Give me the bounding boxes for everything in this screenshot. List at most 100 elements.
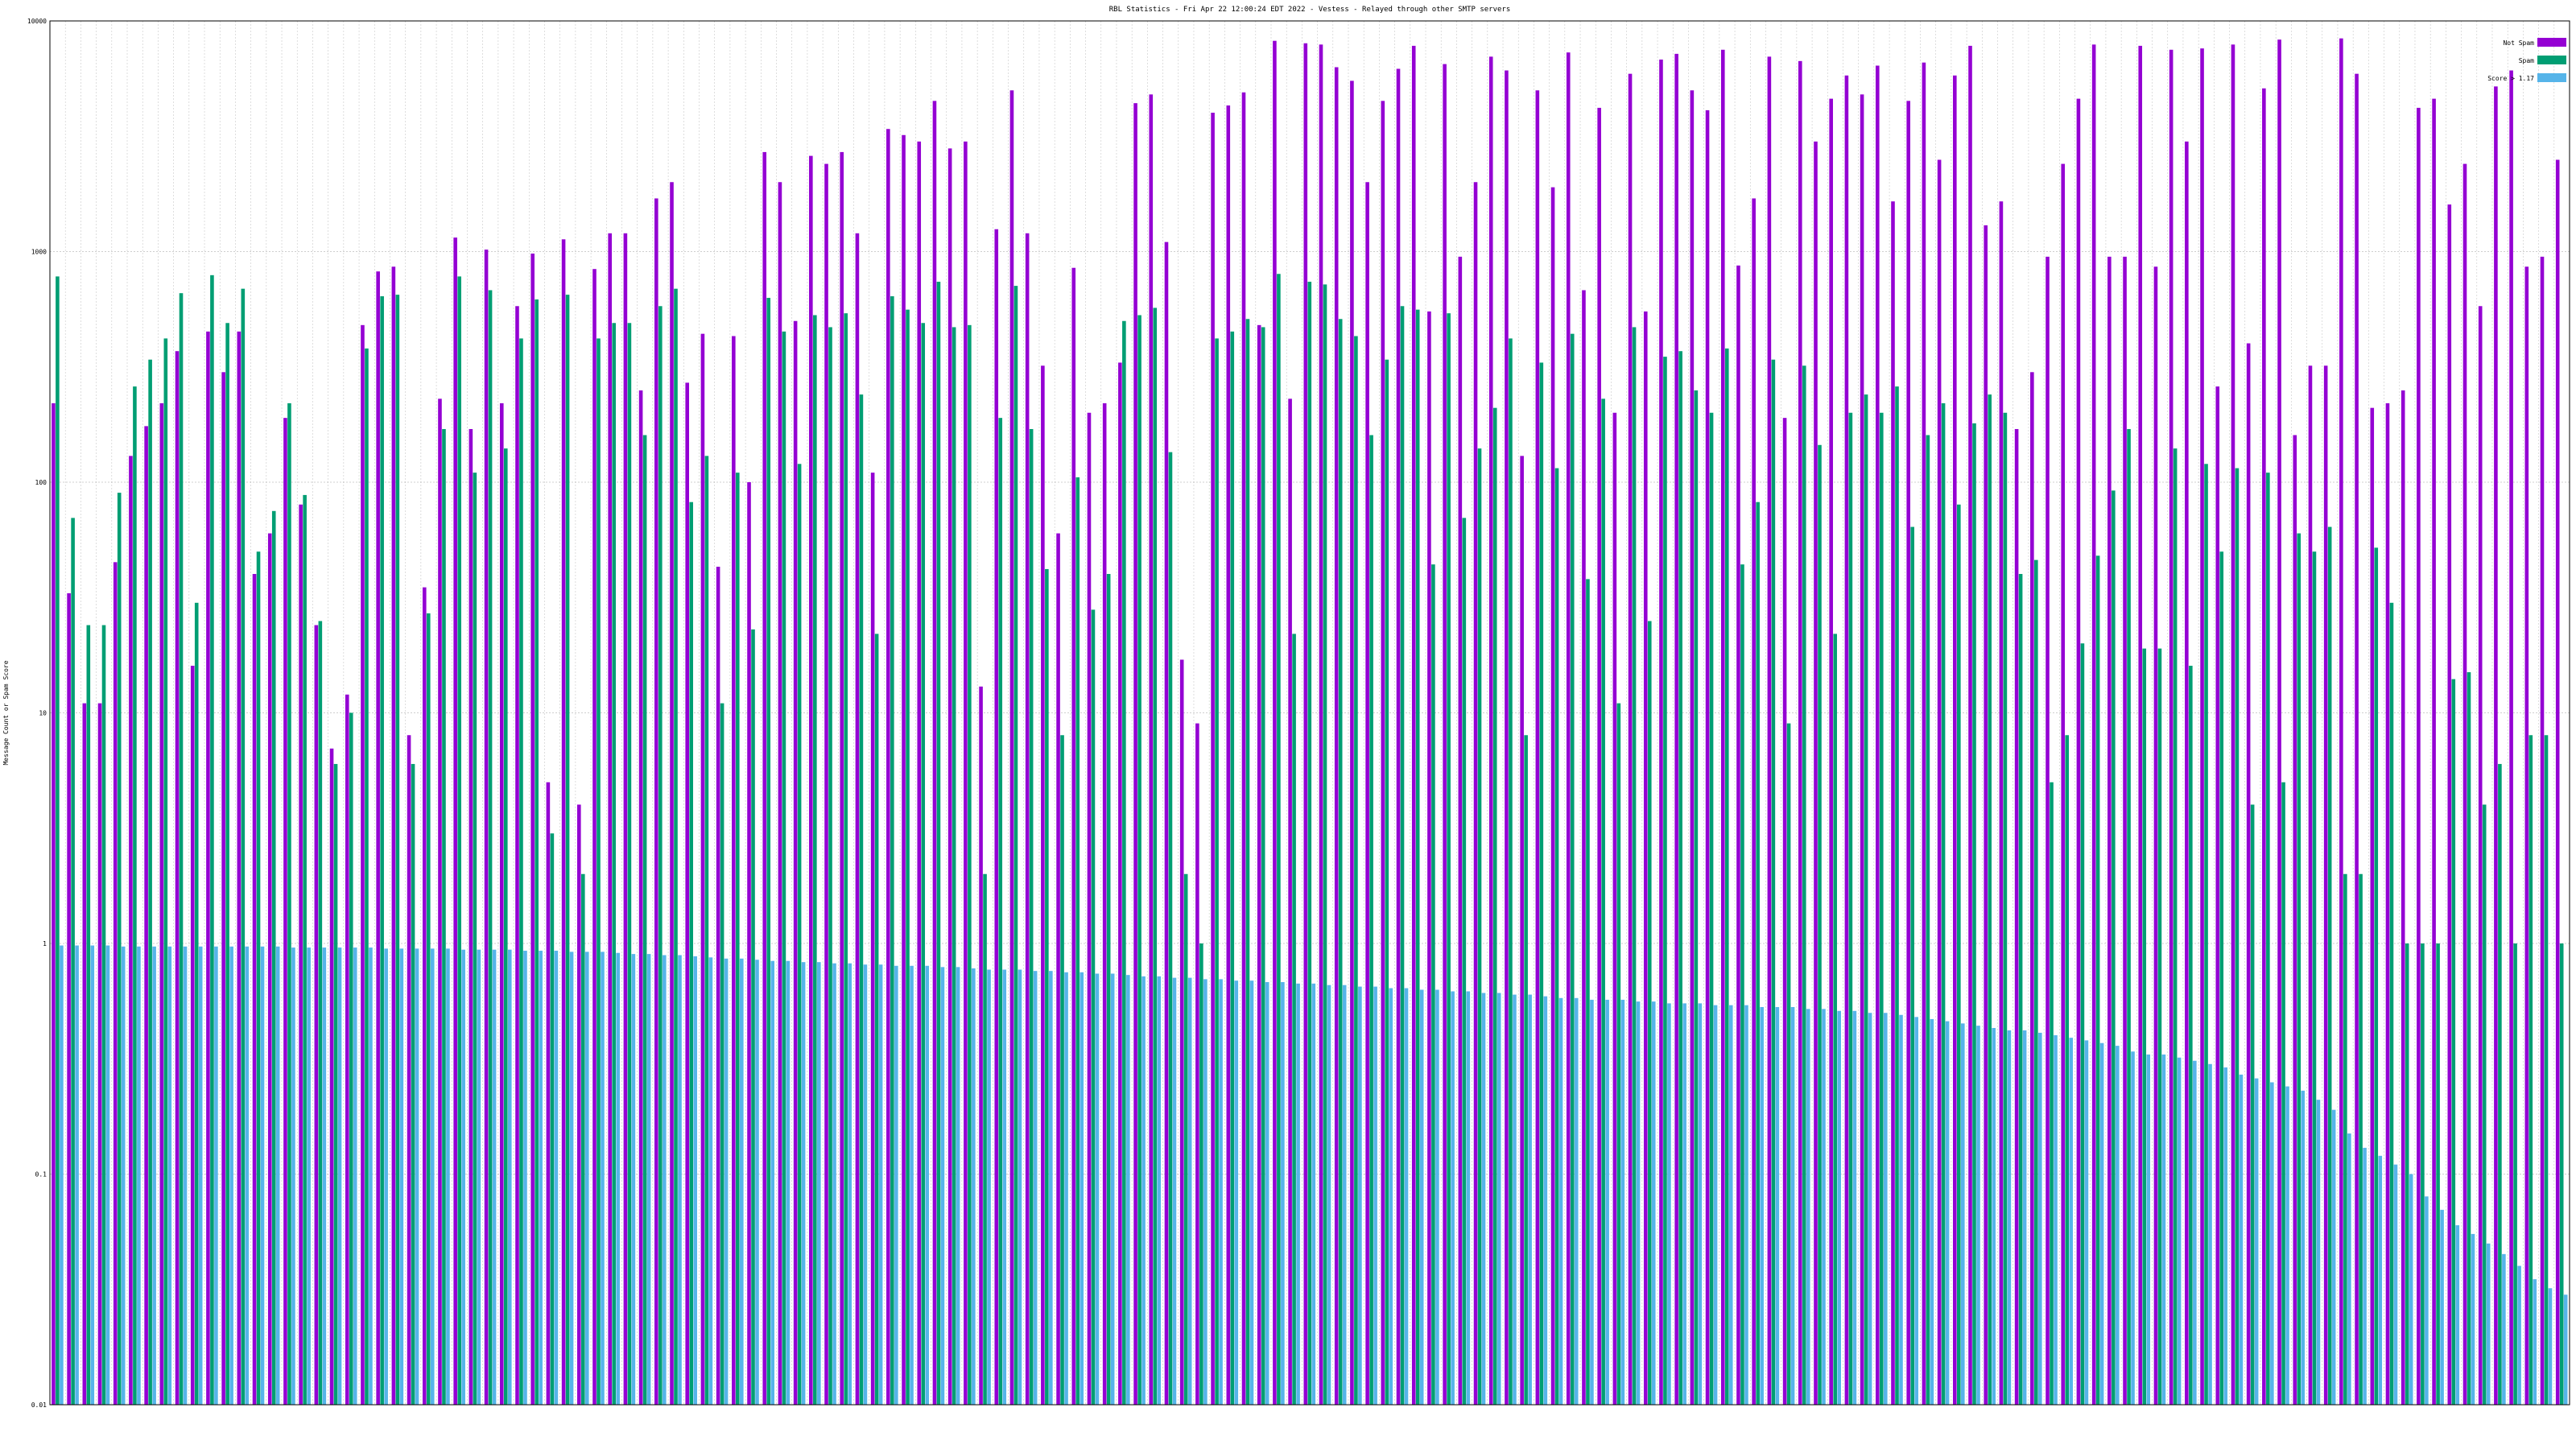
score-bar — [1234, 980, 1239, 1405]
spam-bar — [766, 297, 771, 1405]
not-spam-bar — [886, 129, 890, 1406]
score-bar — [601, 952, 605, 1405]
not-spam-bar — [2076, 98, 2081, 1406]
spam-bar — [1957, 504, 1961, 1405]
score-bar — [894, 965, 898, 1405]
score-bar — [2425, 1196, 2429, 1405]
spam-bar — [1879, 412, 1884, 1405]
spam-bar — [1013, 286, 1018, 1405]
spam-bar — [457, 276, 461, 1405]
y-ticks: 0.01 0.1 1 10 100 1000 10000 — [27, 18, 47, 1409]
not-spam-bar — [1829, 98, 1833, 1406]
not-spam-bar — [2262, 88, 2266, 1405]
score-bar — [477, 949, 481, 1405]
score-bar — [1713, 1005, 1718, 1405]
not-spam-bar — [870, 473, 875, 1405]
score-bar — [1883, 1013, 1888, 1405]
score-bar — [740, 958, 744, 1405]
not-spam-bar — [1118, 362, 1122, 1406]
spam-bar — [2544, 735, 2549, 1405]
score-bar — [60, 945, 64, 1405]
y-axis-label: Message Count or Spam Score — [2, 660, 10, 765]
score-bar — [2517, 1265, 2521, 1405]
score-bar — [245, 946, 250, 1405]
spam-bar — [921, 323, 926, 1405]
score-bar — [384, 948, 388, 1405]
spam-bar — [998, 418, 1003, 1405]
not-spam-bar — [1520, 456, 1524, 1405]
score-bar — [1342, 985, 1347, 1405]
score-bar — [2131, 1051, 2135, 1405]
spam-bar — [874, 634, 879, 1405]
not-spam-bar — [1752, 198, 1756, 1406]
spam-bar — [751, 629, 755, 1405]
not-spam-bar — [1102, 402, 1107, 1405]
score-bar — [1466, 991, 1471, 1405]
not-spam-bar — [1922, 62, 1926, 1406]
spam-bar — [1941, 402, 1946, 1405]
score-bar — [708, 957, 713, 1405]
score-bar — [369, 947, 373, 1405]
score-bar — [584, 952, 589, 1405]
score-bar — [291, 947, 295, 1405]
not-spam-bar — [762, 151, 767, 1405]
not-spam-bar — [1767, 56, 1772, 1405]
spam-bar — [797, 464, 802, 1405]
not-spam-bar — [608, 233, 612, 1405]
score-bar — [678, 955, 682, 1405]
score-bar — [2007, 1030, 2012, 1405]
spam-bar — [844, 313, 848, 1405]
not-spam-bar — [1844, 75, 1849, 1405]
not-spam-bar — [252, 574, 257, 1405]
spam-bar — [2080, 643, 2085, 1405]
spam-bar — [2204, 464, 2208, 1405]
spam-bar — [1354, 336, 1358, 1405]
spam-bar — [535, 299, 539, 1406]
score-bar — [2208, 1063, 2212, 1405]
spam-bar — [2312, 551, 2317, 1405]
not-spam-bar — [1597, 107, 1601, 1406]
score-bar — [770, 960, 774, 1405]
score-bar — [2038, 1032, 2042, 1405]
not-spam-bar — [407, 735, 411, 1405]
not-spam-bar — [2215, 386, 2220, 1405]
spam-bar — [365, 348, 369, 1405]
y-tick-label: 1000 — [31, 249, 47, 256]
score-bar — [399, 948, 404, 1405]
spam-bar — [2142, 648, 2147, 1405]
spam-bar — [2513, 943, 2517, 1405]
not-spam-bar — [515, 306, 519, 1405]
not-spam-bar — [2494, 86, 2498, 1406]
score-bar — [2533, 1279, 2537, 1405]
score-bar — [1033, 971, 1038, 1405]
spam-bar — [1647, 621, 1652, 1405]
spam-bar — [1385, 359, 1389, 1406]
spam-bar — [271, 510, 276, 1405]
spam-bar — [1261, 327, 1265, 1406]
not-spam-bar — [2509, 70, 2513, 1405]
spam-bar — [782, 331, 786, 1406]
not-spam-bar — [685, 382, 689, 1405]
score-bar — [2316, 1100, 2321, 1405]
not-spam-bar — [1257, 324, 1261, 1405]
spam-bar — [1802, 365, 1806, 1405]
spam-bar — [1075, 477, 1080, 1406]
not-spam-bar — [1505, 70, 1509, 1405]
spam-bar — [56, 276, 60, 1405]
spam-bar — [1818, 444, 1822, 1405]
score-bar — [446, 948, 450, 1405]
spam-bar — [442, 428, 446, 1405]
spam-bar — [241, 288, 246, 1405]
score-bar — [940, 967, 945, 1405]
not-spam-bar — [546, 782, 551, 1405]
spam-bar — [2250, 804, 2255, 1405]
spam-bar — [2112, 490, 2116, 1405]
score-bar — [2254, 1078, 2259, 1405]
score-bar — [1914, 1017, 1918, 1405]
not-spam-bar — [1705, 109, 1710, 1406]
not-spam-bar — [221, 372, 225, 1405]
spam-bar — [1926, 435, 1930, 1405]
not-spam-bar — [840, 151, 844, 1405]
